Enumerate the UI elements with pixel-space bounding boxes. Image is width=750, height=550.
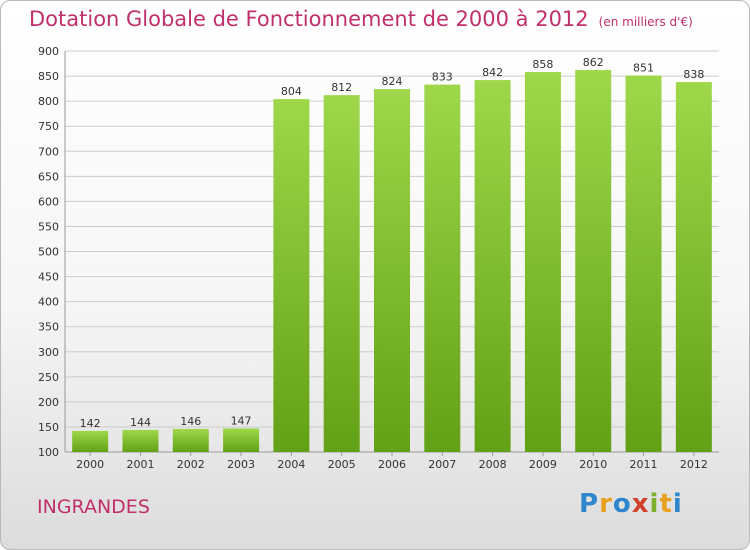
bar-2009: [524, 72, 561, 453]
y-tick-label: 500: [38, 246, 59, 259]
value-label-2000: 142: [80, 417, 101, 430]
value-label-2011: 851: [633, 62, 654, 75]
y-tick-label: 850: [38, 70, 59, 83]
bar-2012: [675, 82, 712, 452]
bar-2007: [424, 84, 461, 453]
x-tick-label-2007: 2007: [428, 458, 456, 471]
x-tick-label-2002: 2002: [177, 458, 205, 471]
y-tick-label: 400: [38, 296, 59, 309]
bar-2002: [172, 428, 209, 452]
proxiti-logo: Proxiti: [579, 489, 683, 519]
value-label-2009: 858: [532, 58, 553, 71]
x-tick-label-2012: 2012: [680, 458, 708, 471]
value-label-2007: 833: [432, 71, 453, 84]
axes: 100 150 200 250 300 350 400 450 500 550 600 650 700 7…: [38, 45, 719, 471]
bars: [72, 70, 712, 453]
y-tick-label: 450: [38, 271, 59, 284]
y-tick-label: 800: [38, 95, 59, 108]
x-tick-label-2000: 2000: [76, 458, 104, 471]
y-tick-label: 200: [38, 396, 59, 409]
bar-2001: [122, 429, 159, 452]
data-labels: 142 144 146 147 804 812 824 833 842 858 862 851 838: [80, 56, 705, 430]
y-tick-label: 250: [38, 371, 59, 384]
chart-title-unit: (en milliers d'€): [598, 15, 693, 29]
bar-2004: [273, 99, 310, 453]
y-tick-label: 650: [38, 170, 59, 183]
y-tick-label: 550: [38, 220, 59, 233]
bar-2000: [72, 430, 109, 452]
y-tick-label: 100: [38, 446, 59, 459]
y-tick-label: 600: [38, 195, 59, 208]
bar-2003: [223, 428, 260, 452]
value-label-2012: 838: [683, 68, 704, 81]
y-tick-label: 300: [38, 346, 59, 359]
y-tick-label: 350: [38, 321, 59, 334]
value-label-2008: 842: [482, 66, 503, 79]
bar-2010: [575, 70, 612, 453]
y-tick-label: 900: [38, 45, 59, 58]
value-label-2005: 812: [331, 81, 352, 94]
x-tick-label-2009: 2009: [529, 458, 557, 471]
x-tick-label-2006: 2006: [378, 458, 406, 471]
chart-title: Dotation Globale de Fonctionnement de 20…: [29, 7, 693, 31]
x-tick-label-2004: 2004: [277, 458, 305, 471]
chart-title-main: Dotation Globale de Fonctionnement de 20…: [29, 7, 589, 31]
x-tick-label-2010: 2010: [579, 458, 607, 471]
bar-2008: [474, 80, 511, 452]
y-tick-label: 750: [38, 120, 59, 133]
value-label-2003: 147: [231, 414, 252, 427]
value-label-2006: 824: [382, 75, 403, 88]
value-label-2010: 862: [583, 56, 604, 69]
y-tick-label: 150: [38, 421, 59, 434]
bar-2006: [374, 89, 410, 452]
x-tick-label-2005: 2005: [328, 458, 356, 471]
value-label-2001: 144: [130, 416, 151, 429]
value-label-2002: 146: [180, 415, 201, 428]
value-label-2004: 804: [281, 85, 302, 98]
bar-2011: [625, 75, 662, 452]
x-tick-label-2011: 2011: [630, 458, 658, 471]
y-tick-label: 700: [38, 145, 59, 158]
x-tick-label-2008: 2008: [479, 458, 507, 471]
city-name: INGRANDES: [37, 496, 150, 518]
x-tick-label-2001: 2001: [126, 458, 154, 471]
x-tick-label-2003: 2003: [227, 458, 255, 471]
bar-2005: [323, 95, 360, 453]
